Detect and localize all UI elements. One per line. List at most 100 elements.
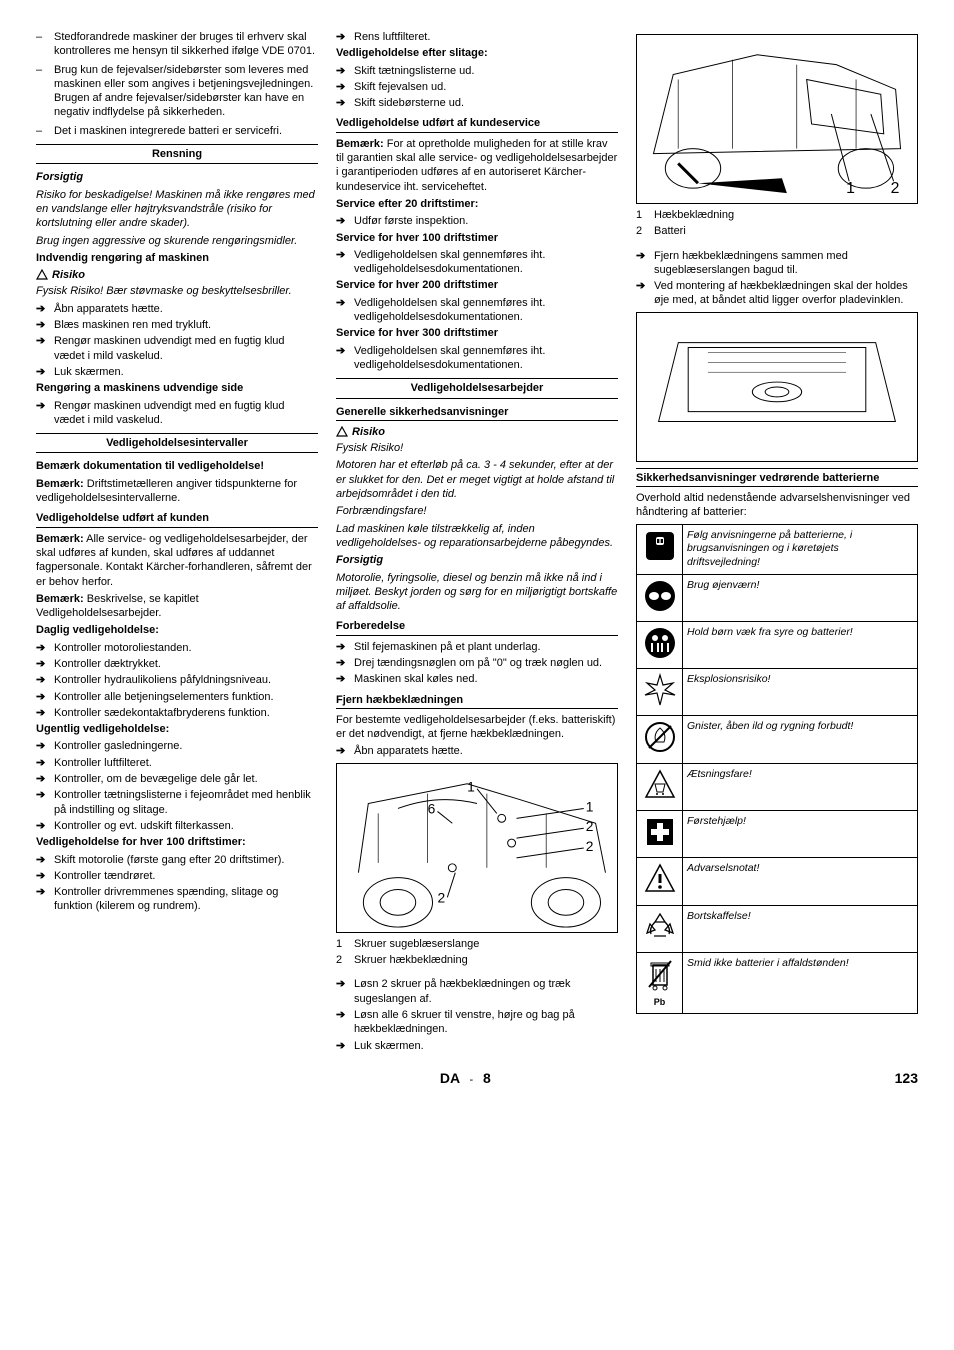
dash-item: Stedforandrede maskiner der bruges til e… [36, 30, 318, 59]
safety-row: Bortskaffelse! [637, 905, 918, 952]
forbered-head: Forberedelse [336, 619, 618, 635]
safety-row: Førstehjælp! [637, 811, 918, 858]
arrow-item: Kontroller drivremmenes spænding, slitag… [36, 885, 318, 914]
fjern-p: For bestemte vedligeholdelsesarbejder (f… [336, 713, 618, 742]
safety-text: Bortskaffelse! [683, 905, 918, 952]
bat-head: Sikkerhedsanvisninger vedrørende batteri… [636, 468, 918, 487]
service300-head: Service for hver 300 driftstimer [336, 326, 618, 340]
kundeservice-p: Bemærk: For at opretholde muligheden for… [336, 137, 618, 194]
safety-icon-explosion [637, 669, 683, 716]
service200-head: Service for hver 200 driftstimer [336, 278, 618, 292]
forsigtig2-p: Motorolie, fyringsolie, diesel og benzin… [336, 571, 618, 614]
arrow-item: Løsn 2 skruer på hækbeklædningen og træk… [336, 977, 618, 1006]
hver100-head: Vedligeholdelse for hver 100 driftstimer… [36, 835, 318, 849]
safety-icon-kids [637, 621, 683, 668]
figure-3 [636, 312, 918, 462]
daglig-arrows: Kontroller motoroliestanden. Kontroller … [36, 641, 318, 720]
indvendig-head: Indvendig rengøring af maskinen [36, 251, 318, 265]
col3-top-arrows: Fjern hækbeklædningens sammen med sugebl… [636, 249, 918, 308]
udvendig-head: Rengøring a maskinens udvendige side [36, 381, 318, 395]
safety-icon-info: i [637, 524, 683, 574]
arrow-item: Åbn apparatets hætte. [36, 302, 318, 316]
risiko2-row: Risiko [336, 425, 618, 439]
arrow-item: Kontroller luftfilteret. [36, 756, 318, 770]
legend-item: 2Skruer hækbeklædning [336, 953, 618, 967]
arrow-item: Kontroller tændrøret. [36, 869, 318, 883]
forsigtig-body2: Brug ingen aggressive og skurende rengør… [36, 234, 318, 248]
arrow-item: Kontroller sædekontaktafbryderens funkti… [36, 706, 318, 720]
fig1-legend: 1Skruer sugeblæserslange 2Skruer hækbekl… [336, 937, 618, 968]
arrow-item: Skift motorolie (første gang efter 20 dr… [36, 853, 318, 867]
fjern-head: Fjern hækbeklædningen [336, 693, 618, 709]
ugentlig-head: Ugentlig vedligeholdelse: [36, 722, 318, 736]
safety-text: Gnister, åben ild og rygning forbudt! [683, 716, 918, 763]
forbered-arrows: Stil fejemaskinen på et plant underlag. … [336, 640, 618, 687]
arrow-item: Stil fejemaskinen på et plant underlag. [336, 640, 618, 654]
safety-text: Advarselsnotat! [683, 858, 918, 905]
forsigtig2-label: Forsigtig [336, 553, 618, 567]
arrow-item: Rengør maskinen udvendigt med en fugtig … [36, 399, 318, 428]
safety-icon-nofire [637, 716, 683, 763]
fig1-label: 1 [586, 798, 594, 814]
safety-text: Ætsningsfare! [683, 763, 918, 810]
footer-lang: DA - 8 [440, 1069, 491, 1087]
svg-text:i: i [658, 536, 661, 546]
ugentlig-arrows: Kontroller gasledningerne. Kontroller lu… [36, 739, 318, 833]
safety-text: Hold børn væk fra syre og batterier! [683, 621, 918, 668]
fjern-arrow: Åbn apparatets hætte. [336, 744, 618, 758]
service100-head: Service for hver 100 driftstimer [336, 231, 618, 245]
dash-item: Det i maskinen integrerede batteri er se… [36, 124, 318, 138]
kunden-head: Vedligeholdelse udført af kunden [36, 511, 318, 527]
fig2-legend: 1Hækbeklædning 2Batteri [636, 208, 918, 239]
risiko2-label: Risiko [352, 425, 385, 439]
arrow-item: Kontroller, om de bevægelige dele går le… [36, 772, 318, 786]
arrow-item: Kontroller og evt. udskift filterkassen. [36, 819, 318, 833]
generelle-head: Generelle sikkerhedsanvisninger [336, 405, 618, 421]
service300-arrows: Vedligeholdelsen skal gennemføres iht. v… [336, 344, 618, 373]
risiko-label: Risiko [52, 268, 85, 282]
arrow-item: Luk skærmen. [336, 1039, 618, 1053]
kundeservice-head: Vedligeholdelse udført af kundeservice [336, 116, 618, 132]
fig2-label: 2 [891, 180, 900, 197]
arrow-item: Kontroller dæktrykket. [36, 657, 318, 671]
arrow-item: Vedligeholdelsen skal gennemføres iht. v… [336, 248, 618, 277]
forbrand-label: Forbrændingsfare! [336, 504, 618, 518]
hver100-arrows: Skift motorolie (første gang efter 20 dr… [36, 853, 318, 914]
warning-triangle-icon [36, 269, 48, 281]
fysisk-label: Fysisk Risiko! [336, 441, 618, 455]
column-1: Stedforandrede maskiner der bruges til e… [36, 30, 318, 1055]
slitage-arrows: Skift tætningslisterne ud. Skift fejeval… [336, 64, 618, 111]
arrow-item: Skift fejevalsen ud. [336, 80, 618, 94]
legend-item: 1Hækbeklædning [636, 208, 918, 222]
bem-body: Bemærk: Driftstimetælleren angiver tidsp… [36, 477, 318, 506]
safety-text: Førstehjælp! [683, 811, 918, 858]
safety-row: Gnister, åben ild og rygning forbudt! [637, 716, 918, 763]
fig1-label: 2 [437, 889, 445, 905]
service20-head: Service efter 20 driftstimer: [336, 197, 618, 211]
arrow-item: Vedligeholdelsen skal gennemføres iht. v… [336, 344, 618, 373]
figure-1: 1 6 1 2 2 2 [336, 763, 618, 933]
dash-item: Brug kun de fejevalser/sidebørster som l… [36, 63, 318, 120]
figure-2: 1 2 [636, 34, 918, 204]
arrow-item: Kontroller gasledningerne. [36, 739, 318, 753]
fig1-label: 2 [586, 838, 594, 854]
service20-arrows: Udfør første inspektion. [336, 214, 618, 228]
safety-icon-goggles [637, 574, 683, 621]
footer-page: 123 [895, 1069, 918, 1087]
arrow-item: Åbn apparatets hætte. [336, 744, 618, 758]
safety-icon-nobin: Pb [637, 952, 683, 1013]
fig2-label: 1 [846, 180, 855, 197]
bem-head: Bemærk dokumentation til vedligeholdelse… [36, 459, 318, 473]
safety-icon-warning [637, 858, 683, 905]
arrow-item: Rengør maskinen udvendigt med en fugtig … [36, 334, 318, 363]
safety-row: Eksplosionsrisiko! [637, 669, 918, 716]
arrow-item: Vedligeholdelsen skal gennemføres iht. v… [336, 296, 618, 325]
arrow-item: Drej tændingsnøglen om på "0" og træk nø… [336, 656, 618, 670]
arrow-item: Kontroller hydraulikoliens påfyldningsni… [36, 673, 318, 687]
safety-table: iFølg anvisningerne på batterierne, i br… [636, 524, 918, 1014]
top-arrow: Rens luftfilteret. [336, 30, 618, 44]
safety-text: Eksplosionsrisiko! [683, 669, 918, 716]
kunden-p2: Bemærk: Beskrivelse, se kapitlet Vedlige… [36, 592, 318, 621]
motor-p: Motoren har et efterløb på ca. 3 - 4 sek… [336, 458, 618, 501]
page-footer: DA - 8 123 [36, 1069, 918, 1087]
